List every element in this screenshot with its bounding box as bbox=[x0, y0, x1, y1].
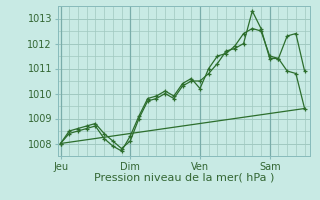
X-axis label: Pression niveau de la mer( hPa ): Pression niveau de la mer( hPa ) bbox=[94, 173, 274, 183]
